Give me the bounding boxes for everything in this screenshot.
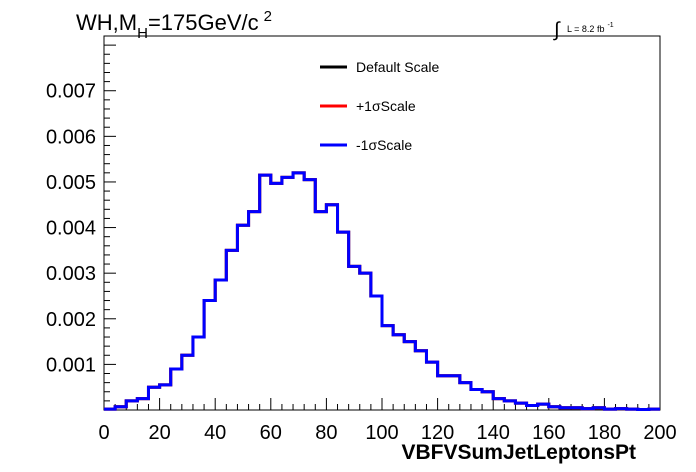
legend-label: +1σScale bbox=[356, 98, 416, 114]
y-tick-labels: 0.001 0.002 0.003 0.004 0.005 0.006 0.007 bbox=[46, 81, 96, 377]
y-tick-label: 0.007 bbox=[46, 81, 96, 103]
title-suffix: =175GeV/c bbox=[148, 10, 259, 35]
title-subscript: H bbox=[137, 25, 148, 42]
x-tick-label: 160 bbox=[532, 422, 565, 444]
y-tick-label: 0.002 bbox=[46, 309, 96, 331]
lumi-superscript: -1 bbox=[607, 22, 613, 29]
x-axis-label: VBFVSumJetLeptonsPt bbox=[401, 441, 636, 464]
series-line-1 bbox=[104, 171, 660, 412]
lumi-text: L = 8.2 fb bbox=[567, 24, 604, 34]
x-tick-label: 120 bbox=[421, 422, 454, 444]
y-tick-label: 0.001 bbox=[46, 354, 96, 376]
legend: Default Scale +1σScale -1σScale bbox=[320, 59, 439, 153]
axis-ticks bbox=[103, 44, 661, 410]
x-tick-label: 140 bbox=[477, 422, 510, 444]
legend-label: Default Scale bbox=[356, 59, 439, 75]
y-tick-label: 0.004 bbox=[46, 218, 96, 240]
x-tick-label: 60 bbox=[260, 422, 282, 444]
x-tick-labels: 0 20 40 60 80 100 120 140 160 180 200 bbox=[98, 422, 676, 444]
series-line-3 bbox=[104, 171, 660, 412]
lumi-label: L = 8.2 fb -1 bbox=[567, 22, 614, 34]
y-tick-label: 0.005 bbox=[46, 172, 96, 194]
series-line-2 bbox=[104, 171, 660, 412]
chart-title: WH,MH=175GeV/c 2 bbox=[76, 8, 272, 42]
y-tick-label: 0.003 bbox=[46, 263, 96, 285]
series-layer bbox=[104, 171, 660, 412]
x-tick-label: 0 bbox=[98, 422, 109, 444]
y-tick-label: 0.006 bbox=[46, 126, 96, 148]
x-tick-label: 180 bbox=[588, 422, 621, 444]
legend-label: -1σScale bbox=[356, 137, 412, 153]
x-tick-label: 20 bbox=[148, 422, 170, 444]
title-prefix: WH,M bbox=[76, 10, 137, 35]
x-tick-label: 100 bbox=[365, 422, 398, 444]
lumi-integral-symbol: ∫ bbox=[553, 19, 561, 41]
title-superscript: 2 bbox=[264, 8, 272, 25]
x-tick-label: 200 bbox=[643, 422, 676, 444]
x-tick-label: 40 bbox=[204, 422, 226, 444]
x-tick-label: 80 bbox=[315, 422, 337, 444]
